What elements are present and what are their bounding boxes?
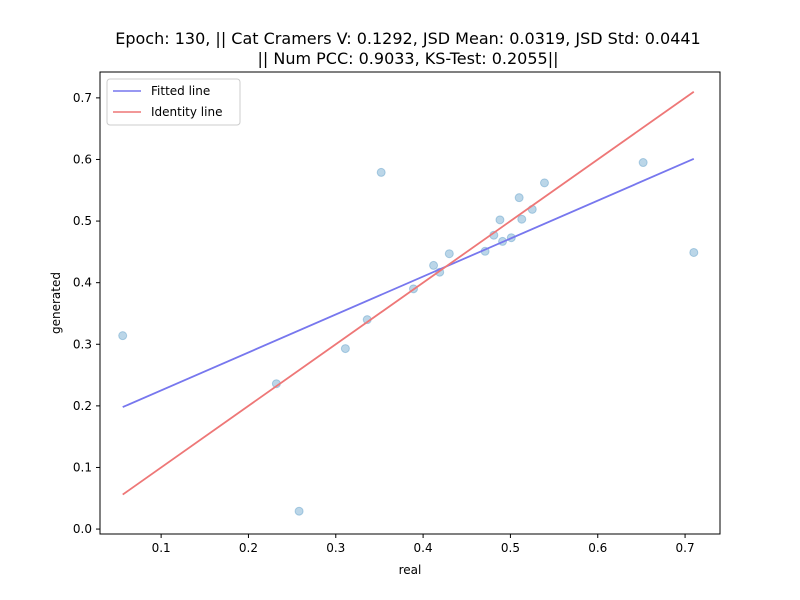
chart-title-line1: Epoch: 130, || Cat Cramers V: 0.1292, JS… [115, 29, 700, 48]
legend: Fitted line Identity line [106, 78, 241, 126]
scatter-point [514, 193, 524, 203]
y-tick-label: 0.5 [73, 214, 92, 228]
x-tick-label: 0.5 [501, 541, 520, 555]
scatter-point [638, 158, 648, 168]
y-tick-label: 0.3 [73, 337, 92, 351]
scatter-point [294, 506, 304, 516]
y-tick-label: 0.0 [73, 522, 92, 536]
x-tick-label: 0.1 [152, 541, 171, 555]
scatter-point [539, 178, 549, 188]
fitted-line [122, 158, 695, 408]
scatter-point [517, 214, 527, 224]
x-tick-label: 0.7 [676, 541, 695, 555]
y-tick-label: 0.4 [73, 276, 92, 290]
plot-area [118, 90, 699, 516]
x-tick-label: 0.4 [414, 541, 433, 555]
y-axis-label: generated [49, 272, 63, 334]
x-tick-label: 0.6 [588, 541, 607, 555]
y-tick-label: 0.7 [73, 91, 92, 105]
legend-identity-line-label: Identity line [151, 105, 222, 119]
scatter-point [118, 331, 128, 341]
chart-title-line2: || Num PCC: 0.9033, KS-Test: 0.2055|| [258, 49, 559, 68]
y-tick-label: 0.2 [73, 399, 92, 413]
axes-frame [99, 71, 721, 535]
scatter-point [444, 249, 454, 259]
scatter-point [376, 167, 386, 177]
x-axis-ticks: 0.1 0.2 0.3 0.4 0.5 0.6 0.7 [152, 534, 695, 555]
y-tick-label: 0.6 [73, 152, 92, 166]
scatter-point [429, 260, 439, 270]
identity-line [122, 90, 695, 496]
y-tick-label: 0.1 [73, 460, 92, 474]
x-tick-label: 0.3 [326, 541, 345, 555]
scatter-point [340, 344, 350, 354]
y-axis-ticks: 0.0 0.1 0.2 0.3 0.4 0.5 0.6 0.7 [73, 91, 100, 536]
legend-fitted-line-label: Fitted line [151, 84, 210, 98]
scatter-point [495, 215, 505, 225]
x-axis-label: real [399, 563, 422, 577]
scatter-point [689, 247, 699, 257]
x-tick-label: 0.2 [239, 541, 258, 555]
